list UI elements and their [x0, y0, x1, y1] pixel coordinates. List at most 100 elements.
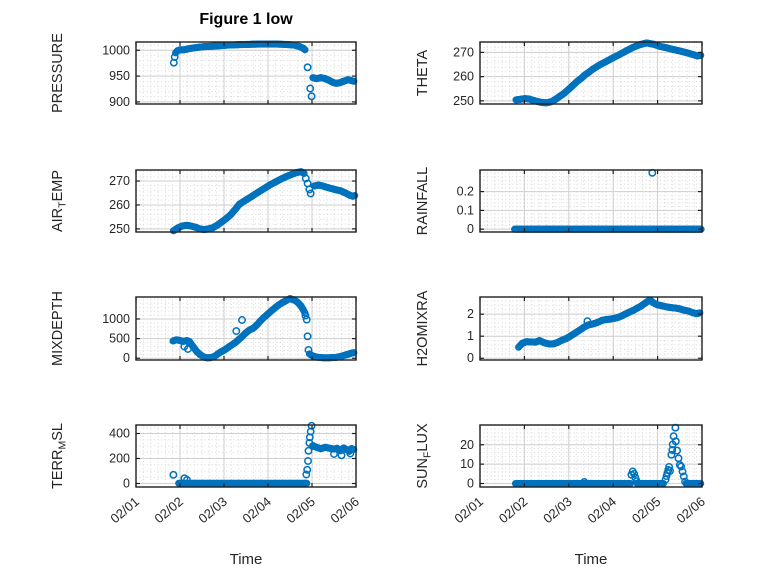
data-point-marker [302, 315, 311, 324]
data-point-marker [303, 465, 312, 474]
y-tick-labels: 250 260 270 [109, 174, 130, 236]
y-tick-labels: 0 1 2 [467, 307, 474, 365]
data-point-marker [307, 92, 316, 101]
minor-grid [480, 170, 702, 232]
x-tick-label: 02/01 [107, 494, 142, 526]
data-point-marker [304, 457, 312, 465]
minor-grid [136, 42, 356, 104]
y-axis-title-sun_flux: SUNFLUX [415, 423, 434, 489]
y-tick-label: 400 [109, 427, 130, 441]
x-tick-labels: 02/01 02/02 02/03 02/04 02/05 02/06 [451, 494, 708, 526]
data-point-marker [666, 466, 674, 475]
subplot-air_temp: 250 260 270 AIRTEMP [50, 168, 359, 236]
y-tick-labels: 0 0.1 0.2 [457, 185, 474, 237]
data-point-marker [169, 470, 178, 479]
y-axis-title-rainfall: RAINFALL [415, 167, 431, 236]
x-axis-label-left: Time [229, 551, 263, 568]
x-tick-label: 02/05 [629, 494, 664, 526]
axis-box [135, 41, 357, 105]
x-tick-label: 02/04 [585, 494, 620, 526]
y-tick-label: 270 [109, 174, 130, 188]
data-point-marker [238, 316, 246, 324]
y-tick-labels: 0 200 400 [109, 427, 130, 491]
subplot-h2omixra: 0 1 2 H2OMIXRA [415, 290, 704, 366]
y-axis-title-h2omixra: H2OMIXRA [415, 290, 431, 366]
data-point-marker [304, 346, 313, 354]
y-tick-label: 1 [467, 329, 474, 343]
series-markers [512, 39, 705, 107]
data-point-marker [675, 460, 684, 469]
data-point-marker [170, 53, 179, 61]
series-markers [169, 421, 358, 487]
axis-box [479, 424, 703, 488]
data-point-marker [306, 189, 315, 198]
data-point-marker [677, 462, 686, 471]
y-tick-labels: 250 260 270 [453, 45, 474, 107]
subplot-theta: 250 260 270 THETA [415, 39, 705, 108]
data-point-marker [665, 462, 674, 471]
data-point-marker [183, 476, 191, 484]
series-markers [511, 423, 705, 488]
data-point-marker [330, 450, 338, 458]
y-axis-title-mixdepth: MIXDEPTH [50, 291, 66, 366]
y-tick-label: 250 [109, 222, 130, 236]
y-tick-label: 200 [109, 452, 130, 466]
data-point-marker [671, 437, 680, 446]
y-tick-label: 950 [109, 69, 130, 83]
data-point-marker [346, 449, 355, 458]
y-tick-label: 900 [109, 95, 130, 109]
data-point-marker [631, 473, 640, 482]
y-tick-label: 260 [109, 198, 130, 212]
y-axis-title-pressure: PRESSURE [50, 33, 66, 113]
x-tick-label: 02/03 [195, 494, 230, 526]
data-point-marker [301, 174, 310, 183]
y-tick-label: 0 [467, 351, 474, 365]
data-point-marker [301, 311, 310, 320]
y-tick-label: 0.2 [457, 185, 474, 199]
y-tick-label: 0.1 [457, 203, 474, 217]
series-markers [511, 168, 705, 233]
x-tick-label: 02/04 [239, 494, 274, 526]
y-tick-label: 270 [453, 45, 474, 59]
series-markers [169, 295, 358, 362]
y-axis-title-air_temp: AIRTEMP [50, 170, 69, 232]
data-point-marker [306, 84, 315, 93]
y-tick-label: 1000 [102, 312, 130, 326]
x-tick-label: 02/06 [673, 494, 708, 526]
y-tick-labels: 900 950 1000 [102, 43, 130, 109]
data-point-marker [583, 317, 592, 326]
data-point-marker [681, 477, 690, 486]
major-grid [480, 170, 702, 232]
y-tick-label: 250 [453, 94, 474, 108]
major-grid [136, 42, 356, 104]
figure-title: Figure 1 low [199, 11, 293, 28]
data-point-marker [678, 467, 687, 476]
data-point-marker [667, 450, 676, 459]
subplot-pressure: 900 950 1000 PRESSURE [50, 33, 358, 113]
axis-box [135, 296, 357, 361]
data-point-marker [303, 332, 312, 341]
y-tick-label: 260 [453, 70, 474, 84]
x-tick-label: 02/05 [283, 494, 318, 526]
subplot-mixdepth: 0 500 1000 MIXDEPTH [50, 291, 358, 366]
y-tick-label: 1000 [102, 43, 130, 57]
y-tick-label: 2 [467, 307, 474, 321]
minor-grid [136, 425, 356, 487]
axis-box [135, 424, 357, 488]
x-tick-label: 02/03 [540, 494, 575, 526]
data-point-marker [668, 446, 677, 454]
y-tick-label: 20 [460, 438, 474, 452]
y-tick-labels: 0 10 20 [460, 438, 474, 491]
series-markers [169, 168, 359, 235]
y-axis-title-theta: THETA [415, 49, 431, 96]
axis-box [479, 296, 703, 361]
x-tick-label: 02/01 [451, 494, 486, 526]
data-point-marker [308, 442, 317, 450]
data-point-marker [305, 185, 314, 194]
y-axis-title-terr_msl: TERRMSL [50, 423, 69, 489]
data-point-marker [580, 478, 589, 486]
data-point-marker [232, 327, 241, 336]
